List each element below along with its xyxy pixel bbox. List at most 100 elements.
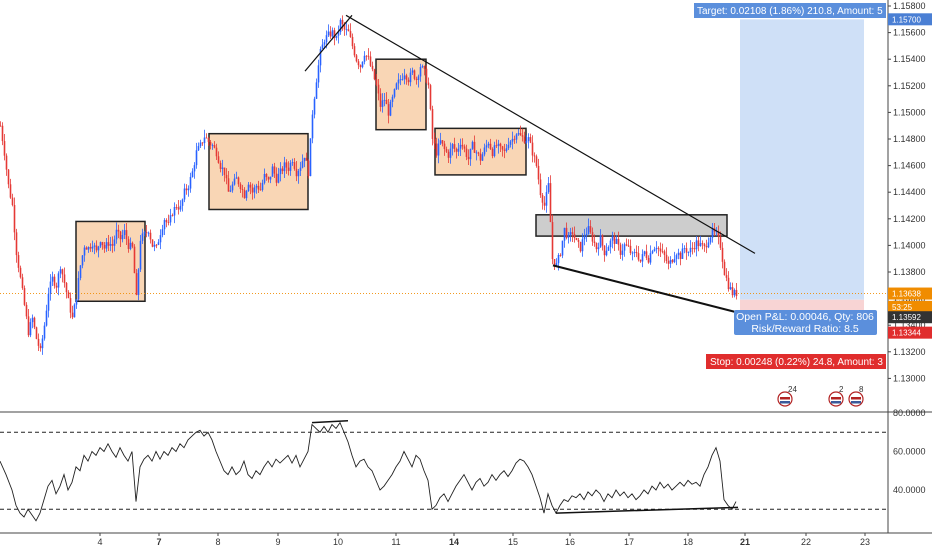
price-tick-label: 1.15200: [893, 81, 926, 91]
candle-body: [537, 165, 540, 180]
candle-body: [431, 109, 434, 139]
price-chart[interactable]: [0, 14, 888, 355]
candle-body: [115, 229, 118, 240]
candle-body: [411, 70, 414, 73]
candle-body: [43, 325, 46, 339]
resistance-zone[interactable]: [535, 214, 728, 237]
candle-body: [45, 310, 48, 326]
candle-body: [531, 142, 534, 156]
candle-body: [487, 143, 490, 146]
price-tick-label: 1.13000: [893, 373, 926, 383]
candle-body: [541, 195, 544, 203]
event-count-label: 2: [839, 385, 844, 394]
candle-body: [101, 242, 104, 245]
candle-body: [609, 240, 612, 248]
candle-body: [311, 114, 314, 139]
candle-body: [597, 247, 600, 250]
oscillator-pane[interactable]: 80.0000 60.0000 40.0000: [0, 408, 926, 522]
candle-body: [595, 243, 598, 250]
stop-label[interactable]: Stop: 0.00248 (0.22%) 24.8, Amount: 3: [706, 354, 886, 369]
candle-body: [711, 228, 714, 238]
stop-label-text: Stop: 0.00248 (0.22%) 24.8, Amount: 3: [710, 357, 883, 368]
candle-body: [579, 241, 582, 252]
candle-body: [315, 82, 318, 99]
candle-body: [297, 170, 300, 177]
economic-event-icon[interactable]: 24: [777, 385, 797, 407]
candle-body: [657, 247, 660, 249]
candle-body: [19, 267, 22, 278]
flag-stripe-icon: [831, 397, 841, 400]
time-tick-label: 7: [156, 537, 161, 547]
oscillator-trendlines[interactable]: [311, 419, 739, 514]
candle-body: [521, 135, 524, 137]
candle-body: [33, 317, 36, 328]
candle-body: [357, 61, 360, 66]
candle-body: [291, 162, 294, 164]
oscillator-top-trendline[interactable]: [311, 419, 349, 424]
rally-trendline[interactable]: [304, 14, 353, 72]
candle-body: [7, 169, 10, 185]
candle-body: [135, 273, 138, 295]
candle-body: [29, 322, 32, 336]
event-count-label: 8: [859, 385, 864, 394]
candle-body: [459, 144, 462, 149]
resistance-trendline[interactable]: [345, 14, 756, 254]
candle-body: [353, 46, 356, 56]
candle-body: [259, 189, 262, 191]
candle-body: [173, 207, 176, 216]
consolidation-zone[interactable]: [375, 58, 427, 131]
candle-body: [525, 140, 528, 143]
candle-body: [701, 243, 704, 245]
price-axis[interactable]: 1.15800 1.15600 1.15400 1.15200 1.15000 1.148…: [887, 0, 932, 533]
candle-body: [429, 85, 432, 110]
candle-body: [619, 244, 622, 255]
candle-body: [153, 244, 156, 247]
candle-body: [211, 145, 214, 146]
candle-body: [551, 222, 554, 260]
economic-event-icon[interactable]: 8: [848, 385, 864, 407]
candle-body: [467, 156, 470, 160]
candle-body: [201, 142, 204, 144]
candle-body: [393, 89, 396, 97]
candle-body: [83, 247, 86, 256]
candle-body: [641, 254, 644, 262]
oscillator-tick-label: 60.0000: [893, 447, 926, 457]
target-label[interactable]: Target: 0.02108 (1.86%) 210.8, Amount: 5: [694, 3, 886, 18]
candle-body: [305, 157, 308, 161]
time-axis[interactable]: 4 7 8 9 10 11 14 15 16 17 18 21 22 23: [0, 532, 932, 547]
consolidation-zone[interactable]: [75, 220, 146, 303]
candle-body: [607, 247, 610, 251]
position-info-box[interactable]: Open P&L: 0.00046, Qty: 806 Risk/Reward …: [734, 310, 877, 335]
candle-body: [617, 238, 620, 245]
economic-event-icon[interactable]: 2: [828, 385, 844, 407]
candle-body: [519, 133, 522, 136]
candle-body: [623, 244, 626, 251]
candle-body: [221, 167, 224, 169]
candle-body: [0, 125, 2, 127]
oscillator-divergence-line[interactable]: [555, 506, 739, 514]
event-icons[interactable]: 24 2 8: [777, 385, 864, 407]
target-zone[interactable]: [740, 19, 864, 300]
candle-body: [25, 304, 28, 317]
candle-body: [199, 142, 202, 147]
candle-body: [95, 245, 98, 251]
candle-body: [559, 255, 562, 256]
candle-body: [361, 61, 364, 68]
consolidation-zone[interactable]: [208, 132, 309, 211]
candle-body: [109, 244, 112, 246]
candle-body: [281, 168, 284, 172]
candle-body: [69, 298, 72, 313]
candle-body: [195, 150, 198, 166]
candle-body: [633, 251, 636, 253]
candle-body: [127, 239, 130, 249]
candle-body: [435, 143, 438, 156]
candle-body: [5, 155, 8, 170]
candle-body: [365, 55, 368, 57]
candle-body: [733, 289, 736, 296]
support-trendline[interactable]: [552, 264, 736, 313]
position-tool[interactable]: [740, 19, 864, 333]
candle-body: [369, 56, 372, 66]
candle-body: [603, 245, 606, 256]
trendlines[interactable]: [304, 14, 756, 313]
